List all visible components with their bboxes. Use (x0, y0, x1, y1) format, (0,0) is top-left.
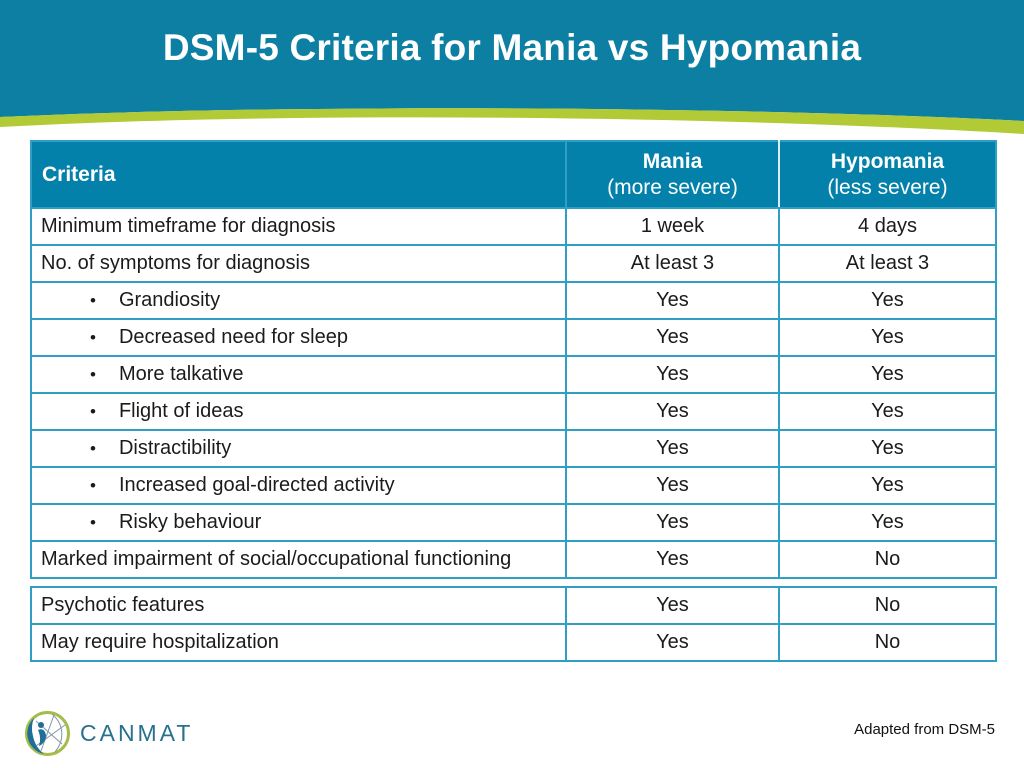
table-header: Criteria Mania (more severe) Hypomania (… (30, 140, 997, 209)
hypomania-value: Yes (778, 429, 997, 468)
mania-value: Yes (565, 318, 780, 357)
criteria-cell: • Grandiosity (30, 281, 567, 320)
table-row: Psychotic features Yes No (30, 586, 997, 625)
criteria-label: Risky behaviour (118, 511, 262, 533)
table-row: • More talkative Yes Yes (30, 355, 997, 394)
criteria-label: Decreased need for sleep (118, 326, 348, 348)
criteria-cell: • Flight of ideas (30, 392, 567, 431)
criteria-label: Grandiosity (118, 289, 221, 311)
column-header-hypomania: Hypomania (less severe) (778, 140, 997, 209)
mania-value: Yes (565, 586, 780, 625)
criteria-cell: • Increased goal-directed activity (30, 466, 567, 505)
bullet-icon: • (90, 513, 96, 532)
mania-value: Yes (565, 392, 780, 431)
column-header-mania: Mania (more severe) (565, 140, 780, 209)
mania-value: Yes (565, 466, 780, 505)
criteria-label: Increased goal-directed activity (118, 474, 395, 496)
hypomania-value: Yes (778, 281, 997, 320)
criteria-label: Marked impairment of social/occupational… (41, 548, 512, 570)
column-sublabel: (more severe) (607, 175, 738, 199)
mania-value: At least 3 (565, 244, 780, 283)
table-row: • Flight of ideas Yes Yes (30, 392, 997, 431)
criteria-label: Psychotic features (41, 594, 205, 616)
criteria-label: More talkative (118, 363, 244, 385)
header-banner (0, 0, 1024, 134)
banner-blue-shape (0, 0, 1024, 121)
hypomania-value: Yes (778, 392, 997, 431)
bullet-icon: • (90, 476, 96, 495)
bullet-icon: • (90, 291, 96, 310)
criteria-cell: May require hospitalization (30, 623, 567, 662)
table-body-main: Minimum timeframe for diagnosis 1 week 4 d… (30, 207, 997, 579)
column-label: Mania (642, 149, 703, 173)
table-row: Marked impairment of social/occupational… (30, 540, 997, 579)
hypomania-value: Yes (778, 318, 997, 357)
banner-green-swoosh (0, 108, 1024, 134)
hypomania-value: 4 days (778, 207, 997, 246)
hypomania-value: Yes (778, 355, 997, 394)
mania-value: Yes (565, 281, 780, 320)
column-header-criteria: Criteria (30, 140, 567, 209)
criteria-cell: • Risky behaviour (30, 503, 567, 542)
slide-title: DSM-5 Criteria for Mania vs Hypomania (162, 27, 862, 68)
mania-value: Yes (565, 623, 780, 662)
table-header-row: Criteria Mania (more severe) Hypomania (… (30, 140, 997, 209)
mania-value: Yes (565, 429, 780, 468)
criteria-label: May require hospitalization (41, 631, 279, 653)
table-row: May require hospitalization Yes No (30, 623, 997, 662)
table-body-extra: Psychotic features Yes No May require hospi… (30, 586, 997, 662)
hypomania-value: At least 3 (778, 244, 997, 283)
table-row: • Increased goal-directed activity Yes Yes (30, 466, 997, 505)
criteria-table-main: Criteria Mania (more severe) Hypomania (… (30, 140, 997, 579)
hypomania-value: Yes (778, 466, 997, 505)
criteria-cell: • Decreased need for sleep (30, 318, 567, 357)
hypomania-value: No (778, 540, 997, 579)
criteria-table-extra: Psychotic features Yes No May require hospi… (30, 586, 997, 662)
hypomania-value: No (778, 623, 997, 662)
table-row: • Grandiosity Yes Yes (30, 281, 997, 320)
mania-value: Yes (565, 503, 780, 542)
criteria-label: Flight of ideas (118, 400, 244, 422)
criteria-cell: Marked impairment of social/occupational… (30, 540, 567, 579)
bullet-icon: • (90, 365, 96, 384)
bullet-icon: • (90, 402, 96, 421)
globe-figure-icon (25, 711, 70, 756)
criteria-label: No. of symptoms for diagnosis (41, 252, 310, 274)
hypomania-value: No (778, 586, 997, 625)
criteria-table: Criteria Mania (more severe) Hypomania (… (30, 140, 997, 662)
mania-value: 1 week (565, 207, 780, 246)
column-label: Criteria (42, 162, 116, 186)
column-label: Hypomania (830, 149, 945, 173)
criteria-label: Distractibility (118, 437, 232, 459)
criteria-cell: Psychotic features (30, 586, 567, 625)
hypomania-value: Yes (778, 503, 997, 542)
criteria-cell: • Distractibility (30, 429, 567, 468)
canmat-logo: CANMAT (24, 710, 193, 757)
criteria-cell: • More talkative (30, 355, 567, 394)
table-row: • Distractibility Yes Yes (30, 429, 997, 468)
criteria-label: Minimum timeframe for diagnosis (41, 215, 336, 237)
column-sublabel: (less severe) (827, 175, 948, 199)
mania-value: Yes (565, 355, 780, 394)
mania-value: Yes (565, 540, 780, 579)
canmat-logo-text: CANMAT (80, 720, 194, 746)
bullet-icon: • (90, 328, 96, 347)
table-row: • Decreased need for sleep Yes Yes (30, 318, 997, 357)
attribution-text: Adapted from DSM-5 (854, 721, 995, 738)
table-row: Minimum timeframe for diagnosis 1 week 4 d… (30, 207, 997, 246)
bullet-icon: • (90, 439, 96, 458)
criteria-cell: No. of symptoms for diagnosis (30, 244, 567, 283)
table-row: • Risky behaviour Yes Yes (30, 503, 997, 542)
criteria-cell: Minimum timeframe for diagnosis (30, 207, 567, 246)
